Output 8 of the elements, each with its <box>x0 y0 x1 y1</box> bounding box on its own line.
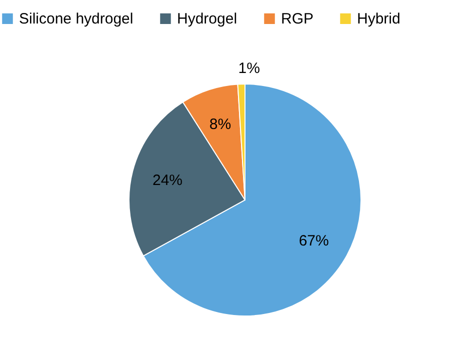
data-label: 8% <box>209 116 232 133</box>
legend-label: Hydrogel <box>177 10 238 28</box>
data-label: 24% <box>152 172 183 190</box>
data-label: 1% <box>238 60 260 78</box>
legend-label: RGP <box>281 10 314 28</box>
legend-label: Silicone hydrogel <box>19 10 134 28</box>
legend-label: Hybrid <box>357 10 400 28</box>
data-label: 67% <box>298 232 329 250</box>
